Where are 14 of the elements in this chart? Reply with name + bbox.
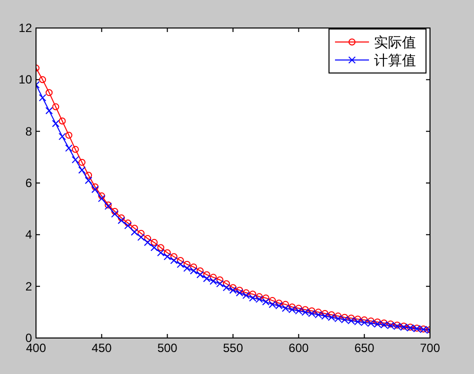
y-tick-label: 12	[18, 21, 32, 35]
x-tick-label: 450	[92, 341, 112, 355]
y-tick-label: 4	[25, 228, 32, 242]
y-tick-label: 10	[18, 72, 32, 87]
x-tick-label: 700	[420, 341, 440, 355]
legend-label: 实际值	[374, 34, 416, 50]
y-tick-label: 6	[25, 176, 32, 190]
x-tick-label: 500	[157, 341, 178, 355]
y-tick-label: 8	[25, 124, 32, 138]
x-tick-label: 650	[354, 341, 375, 355]
legend-label: 计算值	[374, 52, 416, 68]
x-tick-label: 550	[222, 341, 244, 355]
x-tick-label: 600	[288, 341, 309, 355]
y-tick-label: 2	[25, 279, 32, 294]
